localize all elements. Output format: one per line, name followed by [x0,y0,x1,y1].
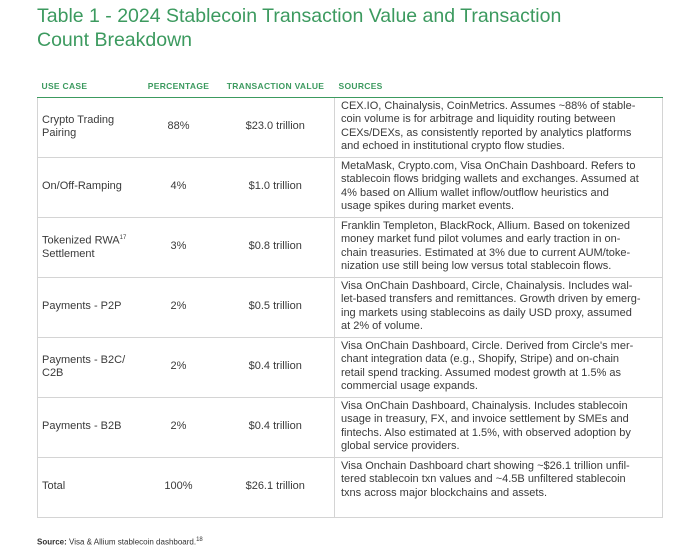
source-line: tered stablecoin txn values and ~4.5B un… [341,473,626,486]
source-line: usage in treasury, FX, and invoice settl… [341,413,629,426]
source-line: money market fund pilot volumes and earl… [341,233,621,246]
use-case-text: Payments - B2C/ [42,353,126,366]
header-row: USE CASE PERCENTAGE TRANSACTION VALUE SOURC… [37,77,663,98]
percentage-cell: 2% [140,337,217,398]
use-case-cell: Payments - P2P [37,277,141,338]
use-case-line: Payments - P2P [42,300,137,313]
title-line: Count Breakdown [37,29,193,51]
source-line: MetaMask, Crypto.com, Visa OnChain Dashb… [341,160,636,172]
percentage-cell: 3% [140,217,217,278]
source-line: Franklin Templeton, BlackRock, Allium. B… [341,220,630,232]
value-cell: $23.0 trillion [216,97,335,158]
source-line: and echoed in institutional crypto flow … [341,139,565,152]
table-row: Payments - P2P 2% $0.5 trillion Visa OnChai… [37,277,663,338]
use-case-line: Crypto Trading [42,114,137,127]
use-case-text: Crypto Trading [42,113,115,126]
use-case-text: Pairing [42,127,77,139]
source-line: 4% based on Allium wallet inflow/outflow… [341,186,609,199]
table-row: Total 100% $26.1 trillion Visa Onchain Dash… [37,457,663,518]
title: Table 1 - 2024 Stablecoin Transaction Va… [37,4,677,52]
footnote: 18 [196,537,203,543]
source-line: usage spikes during market events. [341,199,515,212]
source-line: let-based transfers and remittances. Gro… [341,293,641,306]
sources-cell: Visa OnChain Dashboard, Circle, Chainaly… [334,277,663,338]
source-line: stablecoin flows bridging wallets and ex… [341,173,639,186]
use-case-cell: On/Off-Ramping [37,157,141,218]
value-cell: $0.5 trillion [216,277,335,338]
table-row: Payments - B2C/C2B 2% $0.4 trillion Visa On… [37,337,663,398]
use-case-cell: Crypto Trading Pairing [37,97,141,158]
use-case-line: Payments - B2B [42,420,137,433]
source-line: nization use still being low versus tota… [341,259,612,272]
use-case-cell: Payments - B2B [37,397,141,458]
source-line: coin volume is for arbitrage and liquidi… [341,113,616,126]
source-note: Source: Visa & Allium stablecoin dashboa… [37,537,203,547]
use-case-line: Pairing [42,127,137,140]
source-line: chain treasuries. Estimated at 3% due to… [341,246,631,259]
column-header: USE CASE [37,77,141,98]
source-line: global service providers. [341,439,460,452]
use-case-cell: Tokenized RWA17 Settlement [37,217,141,278]
sources-cell: CEX.IO, Chainalysis, CoinMetrics. Assume… [334,97,663,158]
value-cell: $26.1 trillion [216,457,335,518]
use-case-line: Settlement [42,248,137,261]
use-case-text: Total [42,480,66,493]
percentage-cell: 100% [140,457,217,518]
use-case-line: Total [42,480,137,493]
sources-cell: Visa Onchain Dashboard chart showing ~$2… [334,457,663,518]
sources-cell: MetaMask, Crypto.com, Visa OnChain Dashb… [334,157,663,218]
column-header: SOURCES [334,77,663,98]
source-line: Visa Onchain Dashboard chart showing ~$2… [341,460,630,472]
column-header: TRANSACTION VALUE [216,77,335,98]
source-line: txns across major blockchains and assets… [341,486,548,499]
source-line: retail spend tracking. Assumed modest gr… [341,366,622,379]
source-text: Visa & Allium stablecoin dashboard. [69,537,197,547]
source-line: CEX.IO, Chainalysis, CoinMetrics. Assume… [341,100,636,112]
table-row: Crypto Trading Pairing 88% $23.0 trillion CE… [37,97,663,158]
source-line: Visa OnChain Dashboard, Chainalysis. Inc… [341,400,628,412]
title-line: Table 1 - 2024 Stablecoin Transaction Va… [37,5,562,27]
use-case-cell: Payments - B2C/C2B [37,337,141,398]
sources-cell: Visa OnChain Dashboard, Chainalysis. Inc… [334,397,663,458]
table-row: Tokenized RWA17 Settlement 3% $0.8 trillion… [37,217,663,278]
source-line: ing markets using stablecoins as daily U… [341,306,632,319]
source-line: commercial usage expands. [341,379,478,392]
value-cell: $1.0 trillion [216,157,335,218]
use-case-text: Payments - B2B [42,420,122,433]
source-line: fintechs. Also estimated at 1.5%, with o… [341,426,631,439]
use-case-line: On/Off-Ramping [42,180,137,193]
use-case-line: C2B [42,367,137,380]
footnote: 17 [119,235,127,242]
source-line: Visa OnChain Dashboard, Circle, Chainaly… [341,280,633,292]
source-label: Source: [37,537,67,547]
use-case-text: Settlement [42,248,95,261]
use-case-text: On/Off-Ramping [42,180,122,193]
percentage-cell: 4% [140,157,217,218]
value-cell: $0.4 trillion [216,397,335,458]
source-line: Visa OnChain Dashboard, Circle. Derived … [341,340,634,352]
value-cell: $0.4 trillion [216,337,335,398]
sources-cell: Visa OnChain Dashboard, Circle. Derived … [334,337,663,398]
use-case-line: Tokenized RWA17 [42,232,137,248]
source-line: at 2% of volume. [341,319,423,332]
use-case-cell: Total [37,457,141,518]
percentage-cell: 2% [140,397,217,458]
use-case-text: Payments - P2P [42,300,122,313]
table-row: On/Off-Ramping 4% $1.0 trillion MetaMask, C… [37,157,663,218]
table: USE CASE PERCENTAGE TRANSACTION VALUE SOURC… [37,77,663,518]
use-case-text: Tokenized RWA [42,235,120,248]
column-header: PERCENTAGE [140,77,217,98]
percentage-cell: 2% [140,277,217,338]
sources-cell: Franklin Templeton, BlackRock, Allium. B… [334,217,663,278]
source-line: CEXs/DEXs, as consistently reported by a… [341,126,632,139]
use-case-text: C2B [42,367,64,379]
table-row: Payments - B2B 2% $0.4 trillion Visa OnChai… [37,397,663,458]
source-line: chant integration data (e.g., Shopify, S… [341,353,620,366]
value-cell: $0.8 trillion [216,217,335,278]
percentage-cell: 88% [140,97,217,158]
use-case-line: Payments - B2C/ [42,354,137,367]
